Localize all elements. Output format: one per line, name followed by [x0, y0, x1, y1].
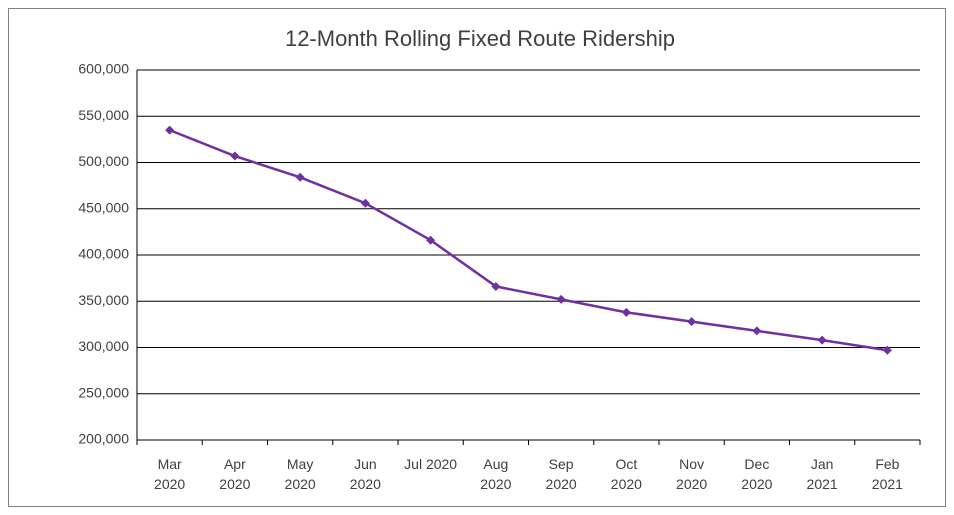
x-tick-label: Apr 2020	[219, 456, 251, 492]
marker	[556, 294, 566, 304]
line	[169, 128, 888, 352]
chart-border	[8, 8, 946, 507]
y-tick-label: 550,000	[78, 107, 129, 123]
x-tick-label: Jul 2020	[404, 456, 458, 472]
marker	[426, 235, 436, 245]
marker	[882, 345, 892, 355]
marker	[295, 172, 305, 182]
x-tick-label: Dec 2020	[741, 456, 773, 492]
y-tick-label: 350,000	[78, 292, 129, 308]
y-tick-label: 200,000	[78, 431, 129, 447]
marker	[360, 198, 370, 208]
x-tick-label: May 2020	[284, 456, 316, 492]
x-tick-label: Nov 2020	[676, 456, 708, 492]
chart-title: 12-Month Rolling Fixed Route Ridership	[285, 26, 675, 51]
y-tick-label: 250,000	[78, 384, 129, 400]
x-tick-label: Aug 2020	[480, 456, 512, 492]
y-tick-label: 450,000	[78, 199, 129, 215]
x-tick-label: Oct 2020	[610, 456, 642, 492]
marker	[230, 151, 240, 161]
marker	[752, 326, 762, 336]
x-tick-label: Jun 2020	[349, 456, 381, 492]
marker	[165, 125, 175, 135]
marker	[621, 307, 631, 317]
x-tick-label: Feb 2021	[871, 456, 903, 492]
y-tick-label: 300,000	[78, 338, 129, 354]
y-tick-label: 500,000	[78, 153, 129, 169]
y-tick-label: 600,000	[78, 61, 129, 77]
marker	[687, 317, 697, 327]
marker	[817, 335, 827, 345]
y-tick-label: 400,000	[78, 246, 129, 262]
marker	[491, 281, 501, 291]
x-tick-label: Sep 2020	[545, 456, 577, 492]
x-tick-label: Mar 2020	[154, 456, 186, 492]
x-tick-label: Jan 2021	[806, 456, 838, 492]
